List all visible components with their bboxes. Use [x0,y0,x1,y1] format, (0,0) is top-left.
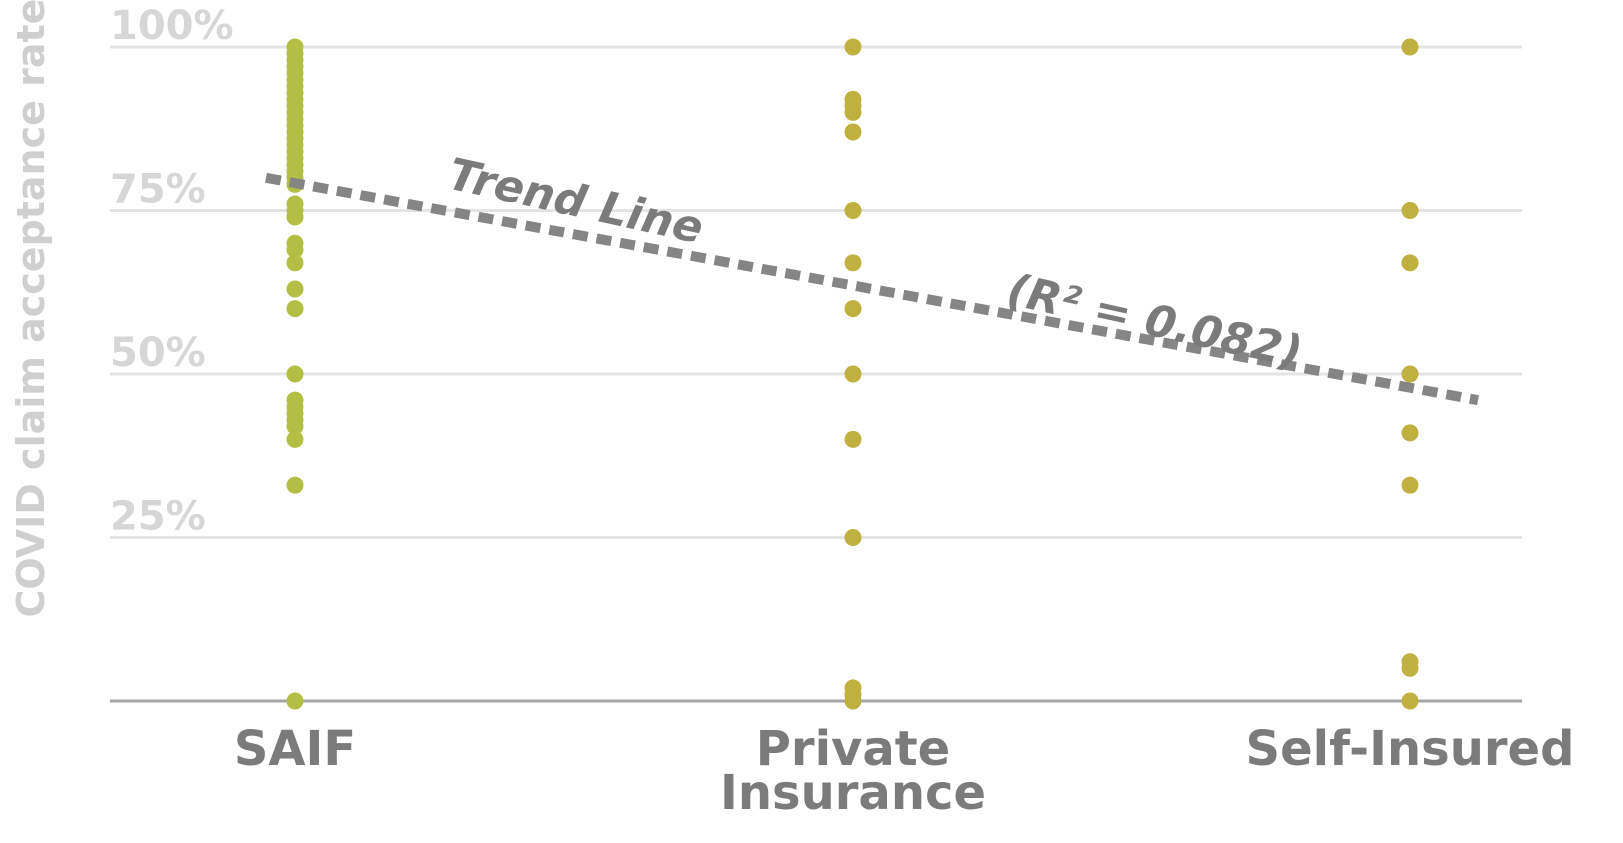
data-point [1401,424,1419,442]
data-point [1401,476,1419,494]
data-point [844,692,862,710]
data-point [844,430,862,448]
data-point [844,103,862,121]
data-point [844,123,862,141]
data-point [286,254,304,272]
x-category-label: Self-Insured [1246,721,1575,777]
x-category-labels: SAIF Private Insurance Self-Insured [234,721,1575,821]
data-point [286,417,304,435]
x-category-label: Private Insurance [720,721,986,821]
data-point [1401,254,1419,272]
y-tick-label: 50% [110,330,206,376]
y-tick-label: 25% [110,494,206,540]
data-point [286,300,304,318]
trend-line-group [265,172,1479,406]
data-point [1401,692,1419,710]
data-point [844,254,862,272]
data-point [844,529,862,546]
data-point [286,280,304,298]
trend-line [265,172,1479,406]
data-point [1401,659,1419,677]
y-tick-label: 100% [110,3,234,49]
r-squared-label: (R² = 0.082) [1003,264,1307,378]
data-point [286,208,304,226]
x-category-label: SAIF [234,721,356,777]
data-points [286,38,1419,710]
data-point [844,365,862,383]
data-point [844,202,862,219]
gridlines [110,45,1522,703]
data-point [844,38,862,56]
data-point [1401,365,1419,383]
y-axis-label: COVID claim acceptance rate [9,0,53,617]
data-point [1401,202,1419,219]
data-point [286,430,304,448]
data-point [1401,38,1419,56]
y-tick-labels: 25% 50% 75% 100% [110,3,234,540]
data-point [286,365,304,383]
y-tick-label: 75% [110,167,206,213]
data-point [286,241,304,259]
data-point [844,300,862,318]
data-point [286,692,304,710]
data-point [286,476,304,494]
